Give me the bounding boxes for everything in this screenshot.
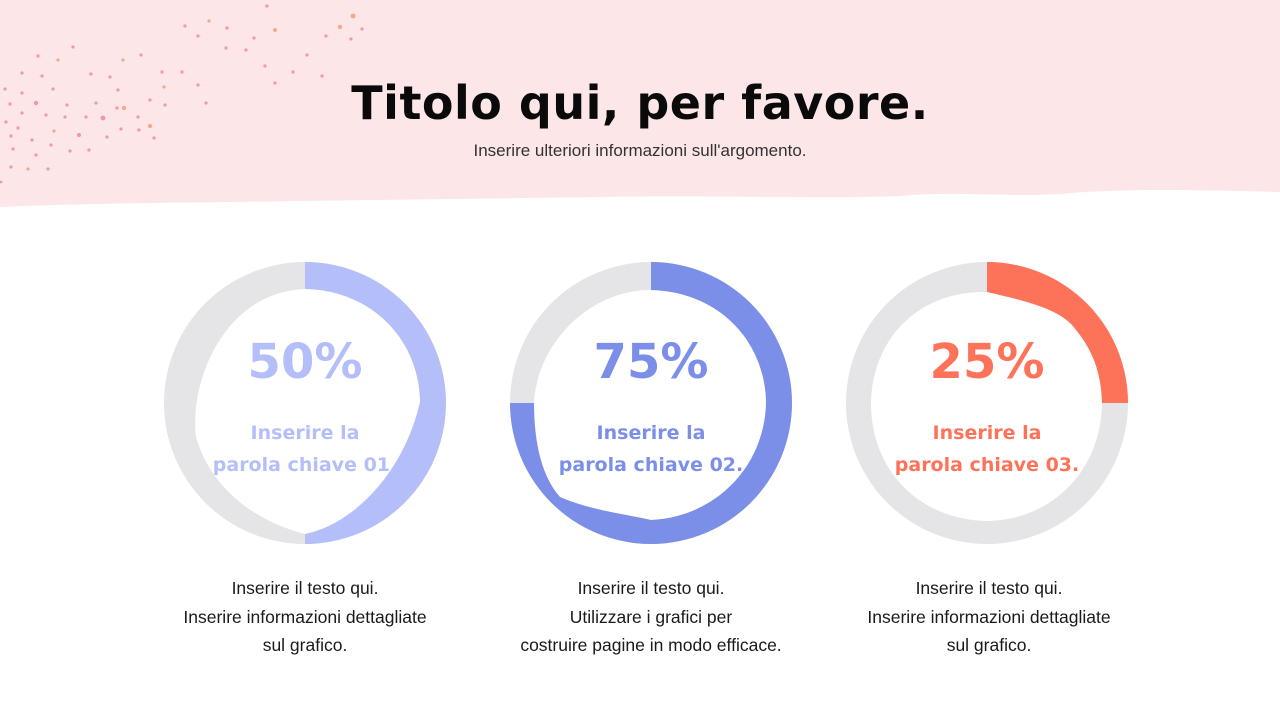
donut-chart-1: 50% Inserire la parola chiave 01. bbox=[164, 262, 446, 544]
donut-ring-1 bbox=[164, 262, 446, 544]
chart-2-description: Inserire il testo qui. Utilizzare i graf… bbox=[491, 574, 811, 660]
chart-1-keyword: Inserire la parola chiave 01. bbox=[164, 417, 446, 481]
page-subtitle: Inserire ulteriori informazioni sull'arg… bbox=[473, 141, 807, 160]
chart-1-desc-line1: Inserire il testo qui. bbox=[231, 578, 379, 598]
chart-1-percent: 50% bbox=[247, 334, 363, 390]
donut-chart-2: 75% Inserire la parola chiave 02. bbox=[510, 262, 792, 544]
chart-3-desc-line1: Inserire il testo qui. bbox=[915, 578, 1063, 598]
chart-2-percent: 75% bbox=[593, 334, 709, 390]
chart-2-desc-line2: Utilizzare i grafici per bbox=[569, 606, 733, 627]
chart-3-keyword-line1: Inserire la bbox=[932, 422, 1042, 444]
chart-3-desc-line3: sul grafico. bbox=[946, 635, 1032, 655]
chart-1-keyword-line2: parola chiave 01. bbox=[212, 454, 398, 476]
chart-1-desc-line3: sul grafico. bbox=[262, 635, 348, 655]
donut-ring-2 bbox=[510, 262, 792, 544]
chart-3-description: Inserire il testo qui. Inserire informaz… bbox=[829, 574, 1149, 660]
chart-2-keyword-line1: Inserire la bbox=[596, 422, 706, 444]
chart-1-description: Inserire il testo qui. Inserire informaz… bbox=[145, 574, 465, 660]
chart-2-keyword: Inserire la parola chiave 02. bbox=[510, 417, 792, 481]
page-title: Titolo qui, per favore. bbox=[351, 76, 929, 130]
donut-chart-3: 25% Inserire la parola chiave 03. bbox=[846, 262, 1128, 544]
chart-3-percent: 25% bbox=[929, 334, 1045, 390]
donut-ring-3 bbox=[846, 262, 1128, 544]
chart-3-desc-line2: Inserire informazioni dettagliate bbox=[867, 606, 1111, 627]
chart-3-keyword: Inserire la parola chiave 03. bbox=[846, 417, 1128, 481]
header-background bbox=[0, 0, 1280, 207]
decorative-dots bbox=[0, 4, 364, 184]
chart-2-keyword-line2: parola chiave 02. bbox=[558, 454, 744, 476]
chart-3-keyword-line2: parola chiave 03. bbox=[894, 454, 1080, 476]
chart-2-desc-line3: costruire pagine in modo efficace. bbox=[520, 635, 782, 655]
chart-1-keyword-line1: Inserire la bbox=[250, 422, 360, 444]
chart-2-desc-line1: Inserire il testo qui. bbox=[577, 578, 725, 598]
chart-1-desc-line2: Inserire informazioni dettagliate bbox=[183, 606, 427, 627]
